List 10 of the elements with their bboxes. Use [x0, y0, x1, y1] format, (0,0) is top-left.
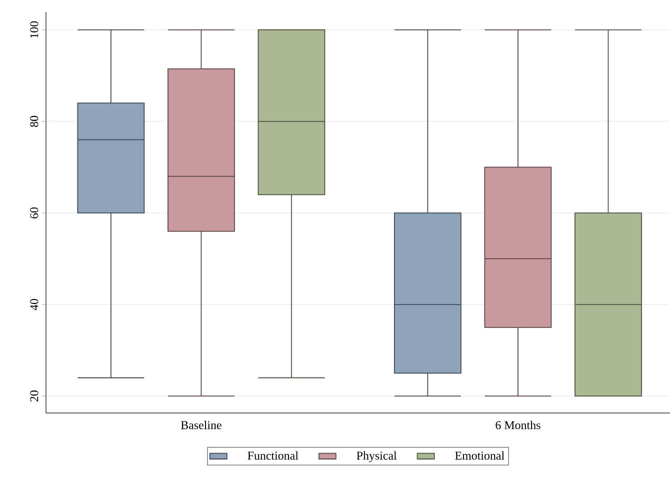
legend-label: Physical [356, 451, 397, 462]
y-tick-label: 20 [30, 390, 38, 402]
legend-label: Emotional [455, 451, 504, 460]
x-tick-label: Baseline [180, 420, 222, 430]
y-tick-label: 80 [30, 116, 38, 127]
y-tick-label: 100 [30, 21, 38, 38]
y-tick-label: 40 [30, 298, 38, 310]
y-tick-label: 60 [30, 207, 38, 218]
legend-label: Functional [248, 451, 298, 460]
x-tick-label: 6 Months [496, 420, 540, 430]
